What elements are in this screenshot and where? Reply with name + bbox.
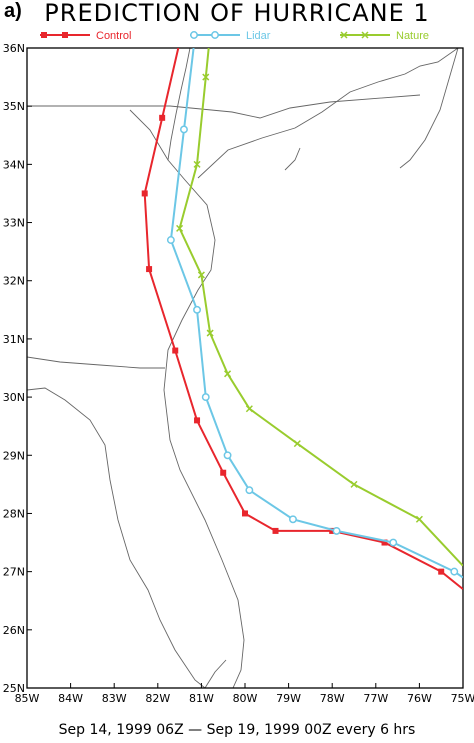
- track-lidar: [166, 48, 463, 579]
- track-point-control: [172, 347, 179, 354]
- x-tick-label: 85W: [15, 692, 40, 705]
- track-point-nature: [202, 73, 210, 81]
- y-tick-label: 31N: [3, 333, 25, 346]
- atlantic-coastline: [163, 48, 245, 688]
- track-point-control: [242, 510, 248, 517]
- track-point-lidar: [201, 393, 210, 402]
- track-point-control: [194, 417, 201, 424]
- track-line-control: [143, 48, 463, 590]
- track-point-nature: [350, 480, 358, 488]
- x-tick-label: 82W: [145, 692, 170, 705]
- legend: Control Lidar Nature: [40, 30, 429, 42]
- track-point-control: [438, 568, 445, 575]
- x-tick-label: 84W: [58, 692, 83, 705]
- axis-ticks: 85W 84W 83W 82W 81W 80W 79W 78W 77W 76W 75W 25N 26N 2…: [3, 42, 474, 705]
- track-point-lidar: [180, 125, 188, 134]
- y-tick-label: 28N: [3, 507, 25, 520]
- x-tick-label: 78W: [320, 692, 345, 705]
- legend-marker-lidar: [211, 31, 219, 39]
- sc-nc-border: [27, 94, 421, 119]
- y-tick-label: 34N: [3, 158, 25, 171]
- track-point-control: [272, 527, 279, 534]
- carolina-coastline: [197, 48, 459, 179]
- y-tick-label: 36N: [3, 42, 25, 55]
- legend-marker-control: [41, 32, 47, 38]
- chart-title: PREDICTION OF HURRICANE 1: [44, 0, 430, 27]
- x-tick-label: 80W: [233, 692, 258, 705]
- track-point-nature: [293, 440, 301, 448]
- time-range-caption: Sep 14, 1999 06Z — Sep 19, 1999 00Z ever…: [58, 722, 416, 738]
- y-tick-label: 30N: [3, 391, 25, 404]
- x-tick-label: 75W: [451, 692, 474, 705]
- ga-fl-border: [27, 356, 165, 369]
- y-tick-label: 25N: [3, 682, 25, 695]
- y-tick-label: 29N: [3, 449, 25, 462]
- florida-keys: [204, 659, 227, 688]
- y-tick-label: 27N: [3, 566, 25, 579]
- nc-va-border: [284, 147, 301, 171]
- track-point-control: [329, 527, 336, 534]
- y-tick-label: 35N: [3, 100, 25, 113]
- track-point-lidar: [289, 515, 297, 524]
- legend-label-lidar: Lidar: [246, 30, 271, 42]
- legend-marker-lidar: [190, 31, 198, 39]
- track-point-nature: [245, 405, 253, 413]
- x-tick-label: 83W: [102, 692, 127, 705]
- track-point-control: [146, 266, 153, 273]
- track-point-lidar: [245, 486, 254, 495]
- x-tick-label: 81W: [189, 692, 214, 705]
- legend-marker-nature: [361, 31, 369, 39]
- track-point-nature: [415, 515, 423, 523]
- track-point-control: [159, 114, 166, 121]
- x-tick-label: 76W: [407, 692, 432, 705]
- track-point-nature: [197, 271, 205, 279]
- track-point-control: [381, 539, 388, 546]
- legend-label-control: Control: [96, 30, 131, 42]
- y-tick-label: 32N: [3, 275, 25, 288]
- y-tick-label: 26N: [3, 624, 25, 637]
- track-point-lidar: [166, 236, 175, 244]
- track-point-nature: [193, 160, 201, 168]
- outer-banks: [399, 48, 459, 169]
- legend-marker-control: [62, 32, 68, 38]
- hurricane-tracks: [141, 48, 463, 590]
- track-point-lidar: [450, 567, 459, 576]
- track-point-nature: [176, 224, 184, 232]
- x-tick-label: 77W: [363, 692, 388, 705]
- track-line-nature: [178, 48, 463, 567]
- track-line-lidar: [169, 48, 463, 579]
- gulf-coastline: [27, 387, 206, 688]
- coastline-basemap: [27, 48, 459, 688]
- track-nature: [176, 48, 463, 567]
- track-point-nature: [206, 329, 214, 337]
- track-point-lidar: [389, 538, 398, 547]
- track-point-control: [220, 469, 227, 476]
- track-point-control: [141, 190, 148, 197]
- track-point-lidar: [223, 451, 232, 460]
- legend-marker-nature: [340, 31, 348, 39]
- x-tick-label: 79W: [276, 692, 301, 705]
- track-point-nature: [224, 370, 232, 378]
- track-control: [141, 48, 463, 590]
- y-tick-label: 33N: [3, 217, 25, 230]
- panel-label: a): [4, 0, 22, 22]
- ga-sc-border: [129, 109, 169, 161]
- track-point-lidar: [332, 526, 341, 535]
- legend-label-nature: Nature: [396, 30, 429, 42]
- track-point-lidar: [193, 305, 201, 314]
